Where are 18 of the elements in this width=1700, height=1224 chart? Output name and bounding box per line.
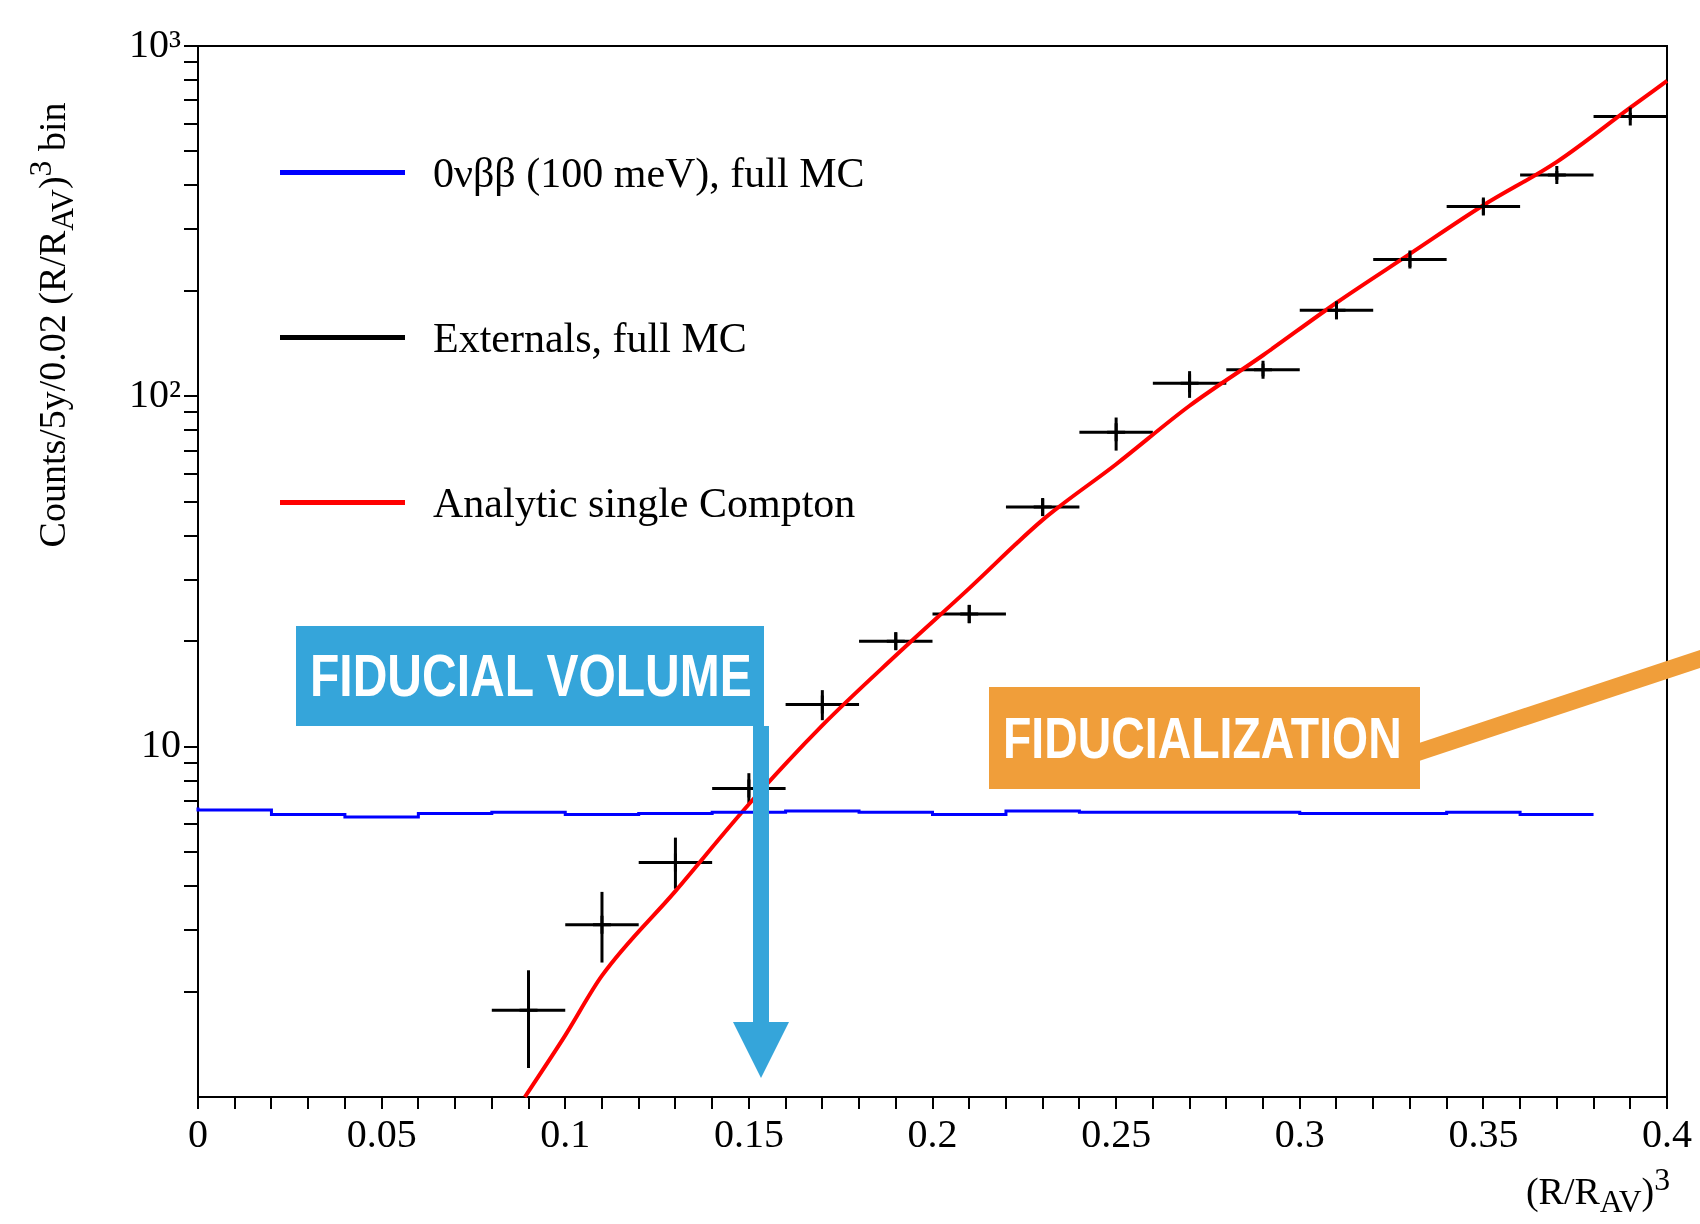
x-tick-label: 0.4 — [1642, 1110, 1692, 1156]
x-tick-label: 0.15 — [713, 1110, 784, 1156]
x-tick-label: 0.2 — [907, 1110, 958, 1156]
x-tick-label: 0 — [188, 1110, 208, 1156]
legend-label: Analytic single Compton — [433, 478, 856, 527]
annotation: FIDUCIALIZATION — [1003, 704, 1402, 772]
legend-label: Externals, full MC — [433, 313, 747, 362]
x-axis-title: (R/R$_{AV}$)$^{3}$ — [1525, 1162, 1670, 1221]
y-tick-label: 10 — [141, 721, 181, 767]
x-tick-label: 0.3 — [1274, 1110, 1325, 1156]
x-tick-label: 0.35 — [1448, 1110, 1519, 1156]
y-tick-label: 10² — [129, 370, 181, 416]
legend-label: 0νββ (100 meV), full MC — [433, 148, 865, 197]
x-tick-label: 0.05 — [346, 1110, 417, 1156]
annotation: FIDUCIAL VOLUME — [310, 641, 752, 711]
y-tick-label: 10³ — [129, 20, 181, 66]
x-tick-label: 0.25 — [1081, 1110, 1152, 1156]
x-tick-label: 0.1 — [540, 1110, 591, 1156]
